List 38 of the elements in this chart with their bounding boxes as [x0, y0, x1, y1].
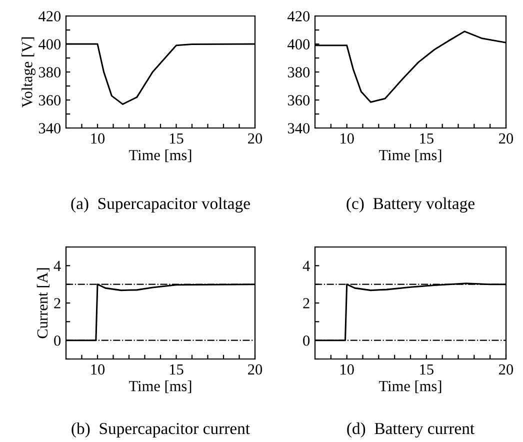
x-axis-title: Time [ms] — [379, 149, 442, 162]
x-tick-label: 20 — [248, 133, 262, 144]
y-axis-title: Voltage [V] — [22, 37, 36, 108]
x-tick-label: 20 — [248, 364, 262, 375]
y-tick-label: 2 — [54, 298, 60, 308]
x-tick-label: 10 — [340, 364, 354, 375]
y-tick-label: 360 — [288, 95, 310, 106]
y-tick-label: 400 — [288, 39, 310, 50]
x-tick-label: 15 — [170, 364, 184, 375]
y-tick-label: 4 — [302, 260, 310, 271]
x-axis-title: Time [ms] — [129, 380, 192, 394]
x-tick-label: 10 — [91, 133, 105, 144]
text: (c) Battery voltage — [346, 197, 474, 213]
y-tick-label: 420 — [288, 11, 310, 22]
y-tick-label: 340 — [288, 123, 310, 134]
x-tick-label: 15 — [420, 364, 434, 375]
y-axis-title: Current [A] — [36, 268, 50, 338]
x-tick-label: 20 — [499, 364, 514, 375]
x-tick-label: 20 — [499, 133, 514, 144]
y-tick-label: 0 — [303, 335, 310, 346]
x-axis-title: Time [ms] — [379, 380, 442, 394]
text: (a) Supercapacitor voltage — [71, 197, 250, 213]
y-tick-label: 380 — [38, 67, 61, 78]
y-tick-label: 2 — [303, 298, 310, 308]
y-tick-label: 360 — [38, 95, 61, 106]
x-tick-label: 10 — [91, 364, 105, 375]
y-tick-label: 380 — [288, 67, 310, 78]
text: (b) Supercapacitor current — [72, 422, 250, 438]
x-tick-label: 15 — [420, 133, 434, 144]
x-tick-label: 10 — [340, 133, 354, 144]
y-tick-label: 0 — [54, 335, 61, 346]
x-tick-label: 15 — [170, 133, 184, 144]
y-tick-label: 340 — [38, 123, 61, 134]
text: (d) Battery current — [347, 422, 474, 438]
y-tick-label: 400 — [38, 39, 61, 50]
y-tick-label: 420 — [38, 11, 61, 22]
y-tick-label: 4 — [54, 260, 61, 271]
x-axis-title: Time [ms] — [129, 149, 192, 162]
